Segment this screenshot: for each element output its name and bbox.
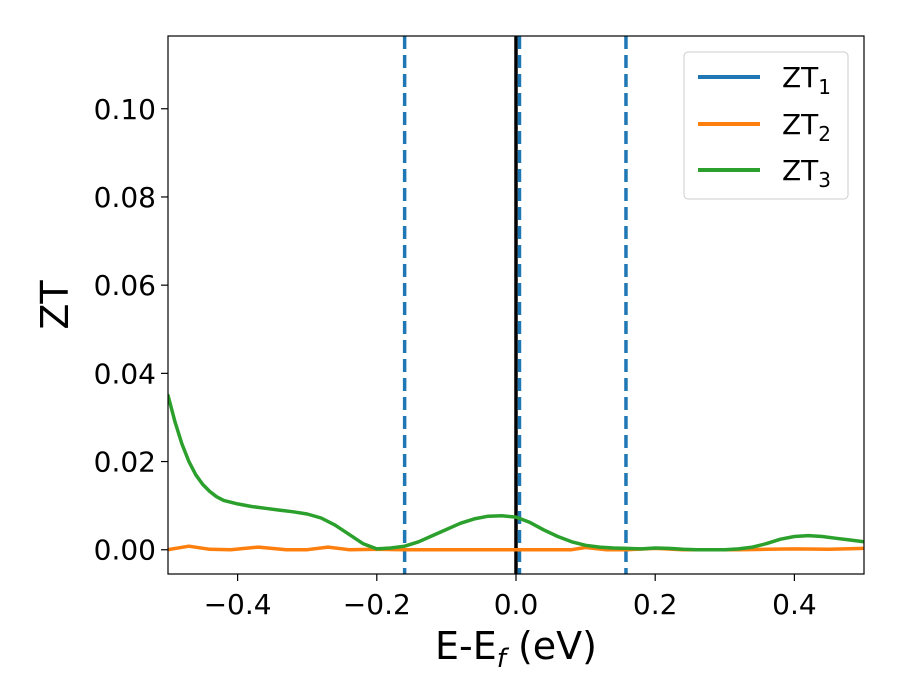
y-tick-label: 0.00 <box>94 534 156 567</box>
legend-label-zt3: ZT3 <box>782 154 831 192</box>
series-line-zt3 <box>168 393 864 552</box>
y-axis-label: ZT <box>33 280 77 330</box>
legend-label-zt1-main: ZT <box>782 61 819 94</box>
legend-label-zt1: ZT1 <box>782 61 831 99</box>
legend-entry-zt1: ZT1 <box>698 61 831 99</box>
legend-label-zt3-sub: 3 <box>818 168 831 192</box>
y-tick-label: 0.06 <box>94 269 156 302</box>
series-lines <box>168 393 864 552</box>
legend-entry-zt3: ZT3 <box>698 154 831 192</box>
x-tick-label: 0.0 <box>494 588 539 621</box>
y-tick-label: 0.08 <box>94 181 156 214</box>
x-axis-label-unit: (eV) <box>506 624 597 668</box>
x-axis-ticks: −0.4 −0.2 0.0 0.2 0.4 <box>204 574 817 621</box>
y-tick-label: 0.10 <box>94 93 156 126</box>
legend-label-zt3-main: ZT <box>782 154 819 187</box>
x-tick-label: 0.2 <box>633 588 678 621</box>
x-tick-label: −0.4 <box>204 588 272 621</box>
y-tick-label: 0.02 <box>94 446 156 479</box>
legend-label-zt1-sub: 1 <box>818 75 831 99</box>
y-tick-label: 0.04 <box>94 357 156 390</box>
legend-label-zt2-main: ZT <box>782 108 819 141</box>
legend-label-zt2: ZT2 <box>782 108 831 146</box>
x-tick-label: 0.4 <box>772 588 817 621</box>
legend-entry-zt2: ZT2 <box>698 108 831 146</box>
vertical-marker-lines <box>402 36 628 574</box>
x-tick-label: −0.2 <box>343 588 411 621</box>
x-axis-label: E-Ef (eV) <box>435 624 597 674</box>
legend-box <box>683 51 849 200</box>
legend: ZT1 ZT2 ZT3 <box>683 51 849 200</box>
y-axis-ticks: 0.00 0.02 0.04 0.06 0.08 0.10 <box>94 93 168 567</box>
x-axis-label-main: E-E <box>435 624 497 668</box>
legend-label-zt2-sub: 2 <box>818 122 831 146</box>
